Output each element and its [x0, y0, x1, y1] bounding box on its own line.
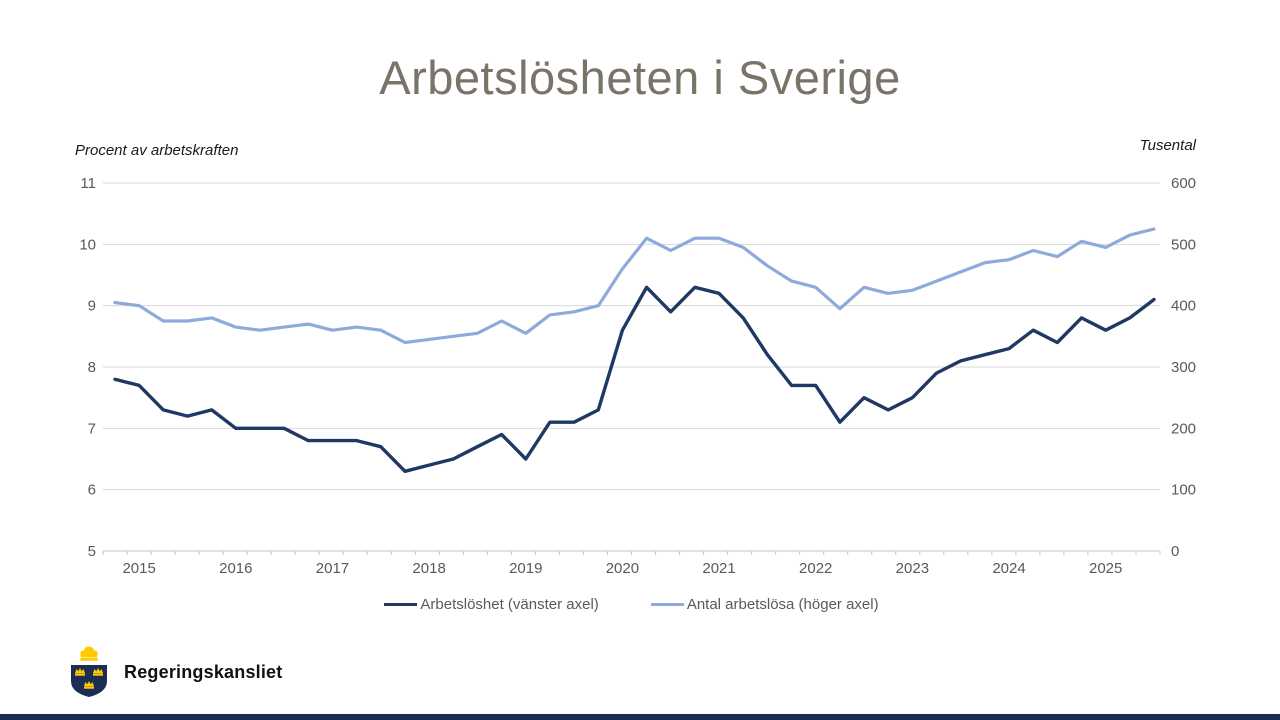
left-axis-title: Procent av arbetskraften — [75, 142, 239, 159]
legend-label: Antal arbetslösa (höger axel) — [686, 596, 879, 613]
chart-legend: Arbetslöshet (vänster axel) Antal arbetsl… — [103, 596, 1160, 613]
legend-swatch — [650, 603, 684, 606]
slide-accent-bar — [0, 714, 1280, 720]
legend-label: Arbetslöshet (vänster axel) — [420, 596, 599, 613]
left-axis-tick-label: 11 — [80, 175, 96, 192]
series-line-0 — [113, 285, 1156, 473]
right-axis-title: Tusental — [1139, 137, 1196, 154]
x-axis-year-label: 2022 — [799, 560, 832, 577]
left-axis-tick-label: 8 — [88, 359, 96, 376]
left-axis-tick-label: 6 — [88, 482, 96, 499]
government-logo: Regeringskansliet — [68, 645, 282, 699]
chart-title: Arbetslösheten i Sverige — [379, 51, 901, 104]
x-axis-year-label: 2023 — [896, 560, 929, 577]
axis-tick-labels: 11 10 9 8 7 6 5 600 500 400 300 200 100 0 2015 2016 2017… — [79, 175, 1196, 577]
x-axis-year-label: 2019 — [509, 560, 542, 577]
right-axis-tick-label: 400 — [1171, 298, 1196, 315]
x-axis-year-label: 2021 — [702, 560, 735, 577]
coat-of-arms-icon — [71, 646, 107, 697]
x-axis-year-label: 2017 — [316, 560, 349, 577]
x-axis-ticks — [102, 551, 1161, 555]
legend-item: Antal arbetslösa (höger axel) — [650, 596, 879, 613]
right-axis-tick-label: 300 — [1171, 359, 1196, 376]
x-axis-year-label: 2018 — [412, 560, 445, 577]
left-axis-tick-label: 10 — [79, 236, 96, 253]
x-axis-year-label: 2025 — [1089, 560, 1122, 577]
legend-item: Arbetslöshet (vänster axel) — [384, 596, 599, 613]
right-axis-tick-label: 200 — [1171, 420, 1196, 437]
x-axis-year-label: 2016 — [219, 560, 252, 577]
right-axis-tick-label: 0 — [1171, 543, 1179, 560]
left-axis-tick-label: 5 — [88, 543, 96, 560]
legend-swatch — [384, 603, 418, 606]
logo-text: Regeringskansliet — [124, 661, 283, 682]
x-axis-year-label: 2015 — [122, 560, 155, 577]
x-axis-year-label: 2024 — [992, 560, 1025, 577]
gridlines — [103, 182, 1160, 552]
left-axis-tick-label: 7 — [88, 420, 96, 437]
right-axis-tick-label: 600 — [1171, 175, 1196, 192]
right-axis-tick-label: 500 — [1171, 236, 1196, 253]
right-axis-tick-label: 100 — [1171, 482, 1196, 499]
x-axis-year-label: 2020 — [606, 560, 639, 577]
left-axis-tick-label: 9 — [88, 298, 96, 315]
series-line-1 — [113, 227, 1156, 345]
